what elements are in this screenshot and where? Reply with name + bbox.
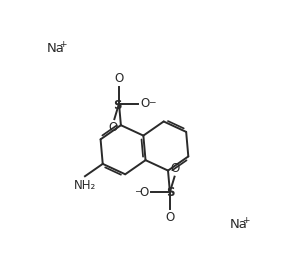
Text: +: + [59, 40, 67, 49]
Text: O: O [114, 72, 124, 85]
Text: Na: Na [47, 42, 65, 55]
Text: S: S [113, 99, 122, 112]
Text: O: O [165, 211, 175, 224]
Text: O: O [170, 162, 179, 175]
Text: O: O [141, 97, 150, 110]
Text: O: O [139, 186, 148, 199]
Text: NH₂: NH₂ [74, 179, 96, 191]
Text: +: + [242, 216, 250, 225]
Text: −: − [134, 186, 141, 195]
Text: −: − [148, 98, 155, 107]
Text: O: O [108, 121, 117, 134]
Text: S: S [166, 186, 174, 199]
Text: Na: Na [230, 218, 248, 231]
